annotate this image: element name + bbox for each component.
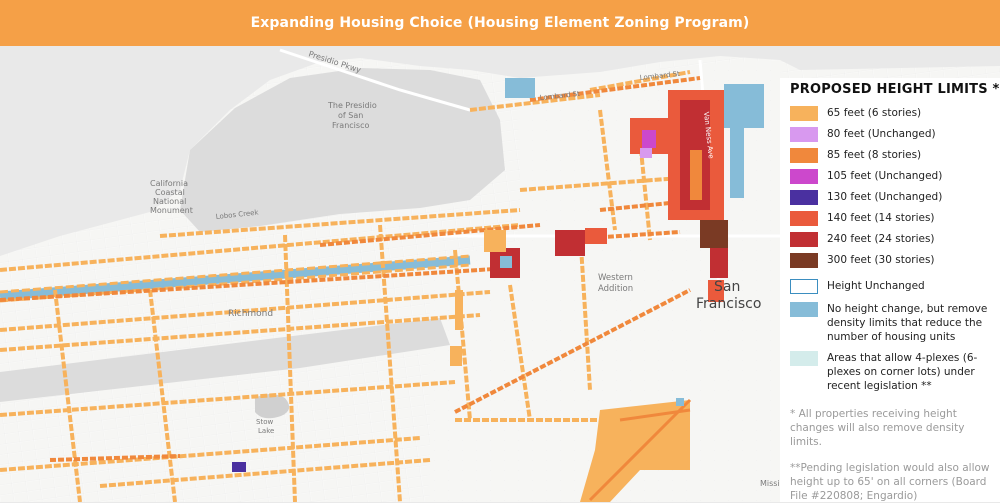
label-presidio-3: Francisco [332,121,369,130]
legend-panel: PROPOSED HEIGHT LIMITS * 65 feet (6 stor… [780,78,1000,502]
legend-note-pending: **Pending legislation would also allow h… [790,462,990,502]
legend-label-140ft: 140 feet (14 stories) [827,212,935,224]
legend-label-80ft: 80 feet (Unchanged) [827,128,936,140]
legend-label-density: No height change, but remove density lim… [827,303,988,343]
label-california-4: Monument [150,206,193,215]
legend-item-140ft: 140 feet (14 stories) [790,211,1000,227]
legend-swatch-105ft [790,169,818,184]
legend-label-65ft: 65 feet (6 stories) [827,107,922,119]
stow-lake [255,394,290,419]
label-sf-1: San [714,279,740,295]
legend-swatch-unchanged [790,279,818,294]
legend-item-85ft: 85 feet (8 stories) [790,148,1000,164]
label-stow-1: Stow [256,418,273,426]
legend-swatch-130ft [790,190,818,205]
legend-item-fourplex: Areas that allow 4-plexes (6-plexes on c… [790,351,1000,393]
legend-label-85ft: 85 feet (8 stories) [827,149,922,161]
legend-swatch-fourplex [790,351,818,366]
legend-label-240ft: 240 feet (24 stories) [827,233,935,245]
legend-item-65ft: 65 feet (6 stories) [790,106,1000,122]
van-ness-blocks [450,78,764,366]
height-130-block [232,462,246,472]
legend-item-240ft: 240 feet (24 stories) [790,232,1000,248]
height-85-corridors [0,76,701,462]
legend-item-density: No height change, but remove density lim… [790,302,1000,344]
map-title-bar: Expanding Housing Choice (Housing Elemen… [0,0,1000,46]
legend-label-300ft: 300 feet (30 stories) [827,254,935,266]
label-presidio-2: of San [338,111,363,120]
legend-swatch-65ft [790,106,818,121]
label-sf-2: Francisco [696,296,761,312]
golden-gate-park [0,318,450,402]
label-mission: Missio [760,479,785,488]
legend-swatch-140ft [790,211,818,226]
label-stow-2: Lake [258,427,274,435]
legend-item-80ft: 80 feet (Unchanged) [790,127,1000,143]
label-presidio-1: The Presidio [327,101,377,110]
geary-density-corridor [0,254,471,303]
legend-label-fourplex: Areas that allow 4-plexes (6-plexes on c… [827,352,978,392]
legend-item-105ft: 105 feet (Unchanged) [790,169,1000,185]
legend-notes: * All properties receiving height change… [790,407,995,503]
legend-swatch-80ft [790,127,818,142]
legend-item-130ft: 130 feet (Unchanged) [790,190,1000,206]
legend-swatch-240ft [790,232,818,247]
mission-blocks [580,398,692,502]
label-western-1: Western [598,273,633,283]
label-california-3: National [153,197,186,206]
legend-item-height-unchanged: Height Unchanged [790,279,1000,295]
legend-label-unchanged: Height Unchanged [827,280,925,292]
map-title: Expanding Housing Choice (Housing Elemen… [250,15,750,31]
legend-item-300ft: 300 feet (30 stories) [790,253,1000,269]
legend-label-105ft: 105 feet (Unchanged) [827,170,943,182]
legend-swatch-density [790,302,818,317]
height-65-corridors [0,70,691,502]
legend-label-130ft: 130 feet (Unchanged) [827,191,943,203]
label-western-2: Addition [598,284,633,294]
label-california-2: Coastal [155,188,185,197]
legend-swatch-300ft [790,253,818,268]
label-richmond: Richmond [228,309,273,319]
label-california-1: California [150,179,188,188]
legend-note-density: * All properties receiving height change… [790,408,965,448]
presidio-park [180,68,505,232]
legend-swatch-85ft [790,148,818,163]
legend-title: PROPOSED HEIGHT LIMITS * [790,82,1000,97]
